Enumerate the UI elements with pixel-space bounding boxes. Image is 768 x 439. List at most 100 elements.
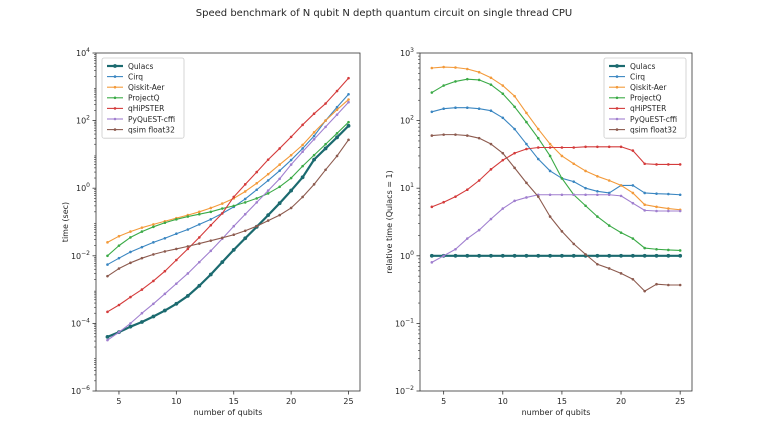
data-point: [289, 135, 293, 139]
data-point: [525, 196, 528, 199]
legend-marker: [113, 96, 117, 100]
data-point: [232, 204, 236, 208]
y-axis-label: time (sec): [61, 202, 70, 242]
legend-item-qsim-float32: qsim float32: [107, 125, 175, 134]
data-point: [655, 247, 658, 251]
data-point: [595, 253, 600, 258]
data-point: [117, 330, 121, 334]
data-point: [584, 186, 587, 190]
series-line-qsim-float32: [107, 139, 349, 277]
data-point: [643, 246, 646, 250]
data-point: [442, 65, 445, 69]
axes-frame: [95, 52, 361, 392]
data-point: [220, 260, 225, 265]
data-point: [324, 125, 327, 129]
data-point: [678, 249, 682, 252]
data-point: [129, 250, 132, 254]
data-point: [667, 209, 670, 213]
data-point: [186, 215, 190, 218]
y-axis-label: relative time (Qulacs = 1): [385, 170, 394, 274]
series-pyquest-cffi: [430, 193, 682, 264]
data-point: [560, 193, 564, 197]
data-point: [643, 209, 646, 212]
data-point: [163, 250, 167, 253]
y-tick-label: 10−2: [395, 385, 414, 396]
data-point: [430, 134, 434, 137]
data-point: [220, 212, 224, 215]
data-point: [631, 277, 635, 281]
data-point: [655, 282, 658, 286]
data-point: [607, 224, 611, 227]
legend-marker: [113, 85, 117, 89]
data-point: [152, 253, 155, 256]
data-point: [607, 179, 611, 182]
data-point: [667, 192, 670, 196]
data-point: [477, 136, 481, 140]
data-point: [454, 195, 457, 198]
data-point: [220, 236, 224, 240]
legend-marker: [615, 128, 619, 131]
series-line-projectq: [107, 121, 349, 257]
data-point: [513, 151, 516, 155]
data-point: [106, 338, 109, 342]
data-point: [678, 193, 682, 197]
data-point: [323, 146, 328, 151]
data-point: [243, 229, 247, 233]
series-line-pyquest-cffi: [431, 194, 681, 263]
data-point: [513, 127, 516, 131]
data-point: [572, 180, 576, 183]
data-point: [175, 258, 178, 262]
data-point: [466, 134, 469, 137]
y-tick-label: 10−6: [71, 385, 90, 396]
data-point: [630, 253, 635, 258]
data-point: [278, 213, 281, 217]
data-point: [278, 147, 281, 150]
data-point: [560, 177, 564, 180]
data-point: [548, 193, 552, 197]
data-point: [536, 195, 540, 198]
legend-box: [603, 57, 687, 139]
data-point: [266, 213, 271, 218]
data-point: [678, 209, 682, 213]
data-point: [186, 272, 190, 275]
series-pyquest-cffi: [106, 100, 350, 342]
data-point: [512, 253, 517, 258]
series-line-qsim-float32: [431, 134, 681, 292]
data-point: [289, 153, 293, 157]
series-cirq: [430, 106, 682, 197]
x-tick-label: 25: [675, 397, 685, 406]
data-point: [324, 119, 327, 122]
series-qiskit-aer: [430, 65, 682, 212]
data-point: [454, 106, 457, 110]
data-point: [667, 248, 670, 252]
legend-marker: [615, 85, 619, 89]
data-point: [278, 185, 281, 189]
legend-marker: [615, 96, 619, 100]
y-tick-label: 10−1: [395, 317, 414, 328]
x-tick-label: 5: [116, 397, 121, 406]
data-point: [489, 76, 493, 80]
data-point: [572, 242, 576, 246]
data-point: [243, 236, 248, 241]
data-point: [106, 263, 109, 266]
legend-label: Qiskit-Aer: [128, 83, 165, 92]
x-tick-label: 10: [171, 397, 181, 406]
series-line-projectq: [431, 78, 681, 251]
series-qhipster: [106, 76, 350, 314]
data-point: [430, 110, 434, 114]
data-point: [525, 181, 528, 185]
legend-label: qsim float32: [630, 125, 677, 134]
data-point: [289, 188, 294, 193]
x-tick-label: 20: [616, 397, 626, 406]
legend-item-qhipster: qHiPSTER: [609, 104, 666, 113]
y-tick-label: 101: [400, 182, 414, 193]
data-point: [220, 207, 224, 210]
data-point: [198, 242, 201, 245]
series-qulacs: [429, 253, 683, 258]
data-point: [198, 212, 201, 216]
legend-label: Cirq: [128, 72, 143, 81]
data-point: [347, 92, 350, 96]
data-point: [117, 234, 121, 238]
